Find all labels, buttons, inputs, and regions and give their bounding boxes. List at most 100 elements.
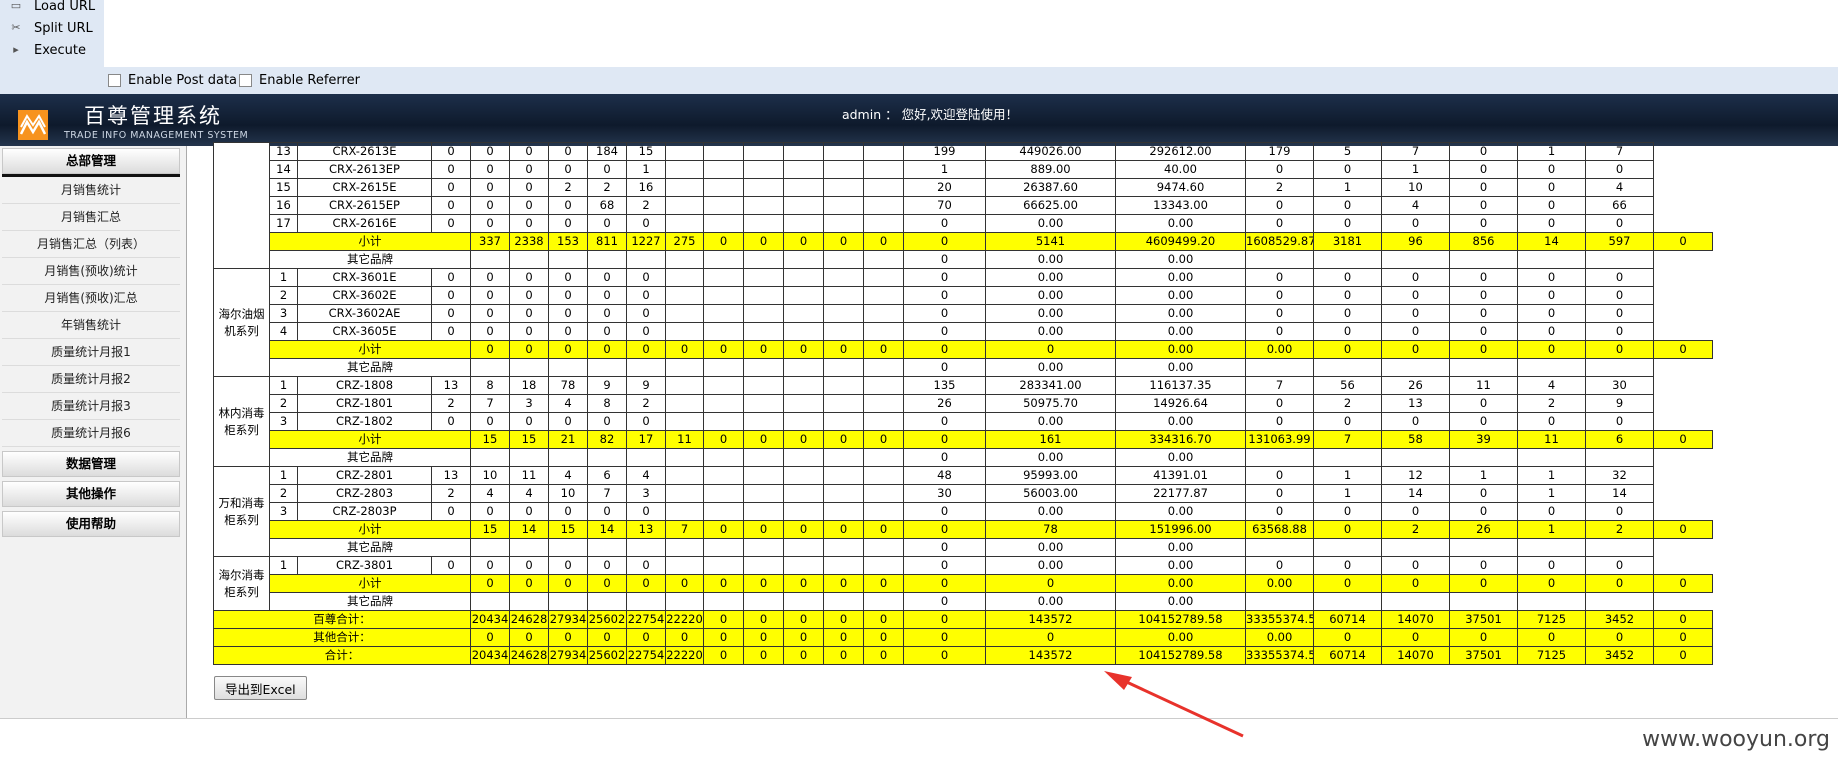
empty-cell bbox=[863, 250, 904, 269]
table-cell: 3 bbox=[269, 304, 298, 323]
subtotal-cell: 26 bbox=[1449, 520, 1518, 539]
subtotal-cell: 0 bbox=[509, 340, 549, 359]
subtotal-cell: 7 bbox=[665, 520, 704, 539]
table-cell bbox=[665, 556, 704, 575]
table-cell: 0 bbox=[587, 286, 627, 305]
welcome-text: admin ： 您好,欢迎登陆使用！ bbox=[841, 107, 1019, 122]
other-brand-label: 其它品牌 bbox=[269, 592, 471, 611]
enable-post-option[interactable]: Enable Post data bbox=[108, 73, 237, 88]
empty-cell bbox=[1449, 538, 1518, 557]
table-cell: 0 bbox=[1313, 160, 1382, 179]
sidebar-item[interactable]: 质量统计月报3 bbox=[2, 393, 180, 420]
sidebar-section-other[interactable]: 其他操作 bbox=[2, 481, 180, 507]
total-cell: 其他合计： bbox=[213, 628, 471, 647]
subtotal-cell: 0 bbox=[783, 340, 824, 359]
sidebar-item[interactable]: 月销售(预收)统计 bbox=[2, 258, 180, 285]
table-cell: 0 bbox=[509, 178, 549, 197]
subtotal-cell: 小计 bbox=[269, 232, 471, 251]
execute-button[interactable]: ▸ Execute bbox=[8, 39, 86, 61]
sidebar-item[interactable]: 质量统计月报1 bbox=[2, 339, 180, 366]
table-cell bbox=[703, 394, 744, 413]
table-cell: 0 bbox=[1381, 322, 1450, 341]
table-cell bbox=[743, 178, 784, 197]
subtotal-cell: 小计 bbox=[269, 574, 471, 593]
table-cell: 1 bbox=[1449, 466, 1518, 485]
table-cell: 0 bbox=[548, 214, 588, 233]
empty-cell bbox=[1585, 448, 1654, 467]
table-cell bbox=[863, 286, 904, 305]
export-excel-button[interactable]: 导出到Excel bbox=[214, 676, 307, 700]
table-cell: 0 bbox=[1245, 160, 1314, 179]
total-cell: 0.00 bbox=[1115, 628, 1246, 647]
subtotal-cell: 0 bbox=[1313, 520, 1382, 539]
subtotal-cell: 14 bbox=[509, 520, 549, 539]
table-row: 林内消毒柜系列 1 CRZ-1808 13 8 18 78 9 9 135 283341.00 116… bbox=[213, 376, 1713, 467]
other-brand-row: 其它品牌 0 0.00 0.00 bbox=[214, 592, 1713, 611]
table-cell: 0 bbox=[431, 322, 471, 341]
table-cell: 0 bbox=[509, 502, 549, 521]
subtotal-cell: 0 bbox=[743, 520, 784, 539]
table-cell: 30 bbox=[1585, 376, 1654, 395]
table-cell: 0 bbox=[548, 142, 588, 161]
total-cell: 百尊合计： bbox=[213, 610, 471, 629]
sidebar-section-help[interactable]: 使用帮助 bbox=[2, 511, 180, 537]
table-cell bbox=[665, 466, 704, 485]
sidebar-item[interactable]: 月销售(预收)汇总 bbox=[2, 285, 180, 312]
empty-cell bbox=[1313, 448, 1382, 467]
sidebar-item[interactable]: 质量统计月报6 bbox=[2, 420, 180, 447]
app-header: 百尊管理系统 TRADE INFO MANAGEMENT SYSTEM admi… bbox=[0, 94, 1838, 146]
empty-cell bbox=[703, 358, 744, 377]
table-cell: 0 bbox=[626, 268, 666, 287]
table-cell bbox=[823, 376, 864, 395]
empty-cell bbox=[703, 592, 744, 611]
empty-cell bbox=[1517, 592, 1586, 611]
table-cell: CRZ-2803 bbox=[297, 484, 432, 503]
table-cell: 7 bbox=[587, 484, 627, 503]
table-cell: 0 bbox=[548, 268, 588, 287]
load-url-button[interactable]: ▭ Load URL bbox=[8, 0, 95, 17]
table-cell: 8 bbox=[470, 376, 510, 395]
table-cell: 0 bbox=[470, 196, 510, 215]
enable-post-checkbox[interactable] bbox=[108, 74, 121, 87]
table-cell: 0.00 bbox=[985, 592, 1116, 611]
table-cell: 5 bbox=[1313, 142, 1382, 161]
table-cell: 8 bbox=[587, 394, 627, 413]
table-cell: 0 bbox=[1245, 556, 1314, 575]
empty-cell bbox=[1313, 592, 1382, 611]
subtotal-cell: 0 bbox=[1653, 232, 1713, 251]
table-cell bbox=[665, 322, 704, 341]
table-cell bbox=[703, 214, 744, 233]
table-cell: 0 bbox=[1449, 160, 1518, 179]
sidebar-section-hq[interactable]: 总部管理 bbox=[2, 148, 180, 174]
table-cell: 0 bbox=[903, 214, 986, 233]
sidebar-item[interactable]: 年销售统计 bbox=[2, 312, 180, 339]
table-cell: 4 bbox=[269, 322, 298, 341]
logo-icon bbox=[18, 110, 48, 140]
table-cell: 13 bbox=[269, 142, 298, 161]
table-cell: 283341.00 bbox=[985, 376, 1116, 395]
enable-referrer-option[interactable]: Enable Referrer bbox=[239, 73, 360, 88]
table-cell bbox=[863, 214, 904, 233]
total-cell: 7125 bbox=[1517, 610, 1586, 629]
table-cell bbox=[703, 160, 744, 179]
table-cell: 0 bbox=[548, 556, 588, 575]
split-url-button[interactable]: ✂ Split URL bbox=[8, 17, 92, 39]
table-row: 3 CRZ-2803P 0 0 0 0 0 0 0 0.00 0.00 0 0 0 0 0 0 bbox=[214, 502, 1713, 521]
table-cell: 4 bbox=[626, 466, 666, 485]
sidebar-section-data[interactable]: 数据管理 bbox=[2, 451, 180, 477]
table-cell: 48 bbox=[903, 466, 986, 485]
table-cell bbox=[743, 484, 784, 503]
total-row: 合计： 20434 24628 27934 25602 22754 22220 0 0 0 0 0 0 1… bbox=[213, 646, 1713, 665]
table-cell: 0 bbox=[1245, 502, 1314, 521]
sidebar-item[interactable]: 月销售汇总（列表） bbox=[2, 231, 180, 258]
sidebar-item[interactable]: 月销售汇总 bbox=[2, 204, 180, 231]
table-cell: 0 bbox=[431, 142, 471, 161]
table-cell: 0 bbox=[509, 322, 549, 341]
table-cell bbox=[665, 196, 704, 215]
empty-cell bbox=[470, 592, 510, 611]
sidebar-item[interactable]: 月销售统计 bbox=[2, 177, 180, 204]
table-cell: 9 bbox=[587, 376, 627, 395]
table-row: 2 CRZ-1801 2 7 3 4 8 2 26 50975.70 14926.64 0 2 13 0 2 9 bbox=[214, 394, 1713, 413]
enable-referrer-checkbox[interactable] bbox=[239, 74, 252, 87]
sidebar-item[interactable]: 质量统计月报2 bbox=[2, 366, 180, 393]
